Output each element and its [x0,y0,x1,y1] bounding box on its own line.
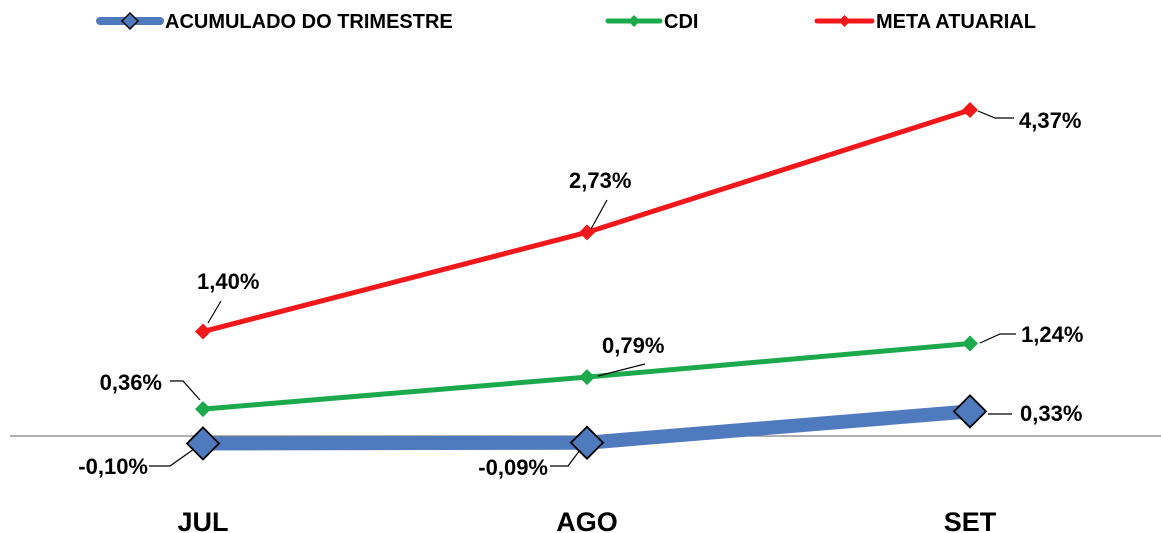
data-label-meta-atuarial-set: 4,37% [1019,108,1081,133]
data-label-acumulado-do-trimestre-ago: -0,09% [478,455,548,480]
marker-cdi-ago [579,369,595,386]
marker-meta-atuarial-set [962,101,978,118]
legend-label-cdi: CDI [664,11,698,33]
leader-line-meta-atuarial-jul [207,300,222,324]
legend-marker-meta-atuarial [838,15,851,27]
x-axis-tick-labels: JUL AGO SET [177,507,996,533]
series-line-meta-atuarial [202,107,971,334]
data-label-cdi-set: 1,24% [1021,322,1083,347]
leader-line-cdi-jul [170,380,201,401]
data-label-acumulado-do-trimestre-set: 0,33% [1020,401,1082,426]
x-tick-ago: AGO [556,507,618,533]
series-lines [202,107,971,451]
data-label-cdi-jul: 0,36% [100,370,162,395]
chart-legend: ACUMULADO DO TRIMESTRE CDI META ATUARIAL [96,11,1036,33]
marker-acumulado-do-trimestre-ago [569,425,605,460]
legend-label-meta-atuarial: META ATUARIAL [876,11,1036,33]
leader-line-acumulado-do-trimestre-jul [149,448,195,467]
data-label-leaders [149,110,1016,467]
leader-line-acumulado-do-trimestre-ago [550,449,581,467]
leader-line-cdi-set [979,333,1016,344]
legend-marker-acumulado-do-trimestre [120,11,140,31]
marker-meta-atuarial-ago [579,224,595,241]
marker-acumulado-do-trimestre-set [952,394,988,429]
leader-line-cdi-ago [597,363,646,377]
x-tick-jul: JUL [177,507,228,533]
series-markers [185,101,988,461]
marker-acumulado-do-trimestre-jul [185,426,221,461]
legend-label-acumulado-do-trimestre: ACUMULADO DO TRIMESTRE [165,11,453,33]
data-label-meta-atuarial-ago: 2,73% [569,168,631,193]
x-tick-set: SET [944,507,997,533]
marker-cdi-set [962,335,978,352]
data-label-cdi-ago: 0,79% [602,333,664,358]
marker-cdi-jul [195,401,211,418]
legend-marker-cdi [628,15,640,27]
marker-meta-atuarial-jul [195,323,211,340]
data-labels: -0,10% -0,09% 0,33% 0,36% 0,79% 1,24% 1,40% 2,7… [78,108,1083,480]
data-label-meta-atuarial-jul: 1,40% [197,269,259,294]
leader-line-meta-atuarial-ago [590,199,608,230]
data-label-acumulado-do-trimestre-jul: -0,10% [78,454,148,479]
leader-line-meta-atuarial-set [977,110,1014,119]
